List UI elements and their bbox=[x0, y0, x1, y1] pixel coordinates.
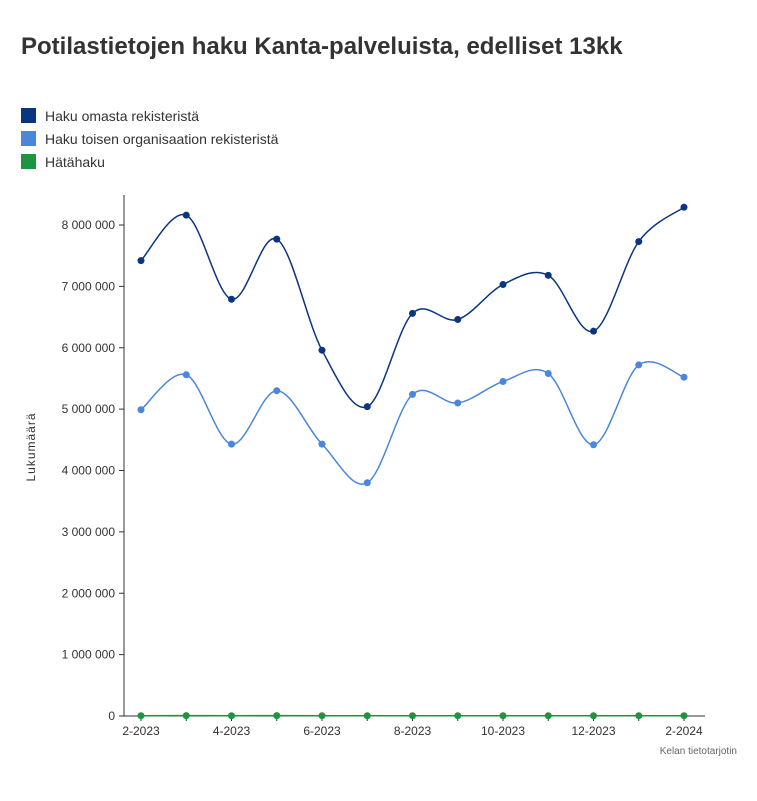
source-credit: Kelan tietotarjotin bbox=[659, 746, 737, 757]
data-point bbox=[409, 390, 416, 398]
data-point bbox=[590, 327, 597, 335]
data-point bbox=[409, 712, 416, 720]
legend-swatch bbox=[21, 131, 36, 146]
legend-swatch bbox=[21, 108, 36, 123]
data-point bbox=[363, 479, 371, 487]
data-point bbox=[544, 271, 552, 279]
data-point bbox=[228, 295, 235, 303]
x-tick-label: 6-2023 bbox=[303, 724, 341, 738]
data-point bbox=[499, 378, 507, 386]
data-point bbox=[544, 370, 552, 378]
data-point bbox=[454, 399, 462, 407]
data-point bbox=[363, 712, 371, 720]
y-axis-label: Lukumäärä bbox=[24, 412, 38, 481]
data-point bbox=[273, 235, 281, 243]
legend-label: Haku toisen organisaation rekisteristä bbox=[45, 130, 279, 147]
legend: Haku omasta rekisteristä Haku toisen orga… bbox=[21, 104, 278, 173]
y-tick-label: 3 000 000 bbox=[62, 525, 116, 539]
data-point bbox=[454, 316, 462, 324]
legend-item[interactable]: Haku omasta rekisteristä bbox=[21, 104, 278, 127]
data-point bbox=[318, 346, 326, 354]
y-tick-label: 1 000 000 bbox=[62, 648, 116, 662]
x-tick-label: 12-2023 bbox=[571, 724, 615, 738]
data-point bbox=[228, 712, 235, 720]
data-point bbox=[454, 712, 462, 720]
legend-label: Hätähaku bbox=[45, 153, 105, 170]
data-point bbox=[273, 712, 281, 720]
data-point bbox=[137, 406, 145, 414]
data-point bbox=[228, 440, 235, 448]
data-point bbox=[363, 403, 371, 411]
data-point bbox=[137, 712, 145, 720]
data-point bbox=[499, 712, 507, 720]
data-point bbox=[318, 440, 326, 448]
data-point bbox=[635, 712, 643, 720]
data-point bbox=[680, 373, 688, 381]
data-point bbox=[182, 211, 190, 219]
data-point bbox=[499, 281, 507, 289]
data-point bbox=[318, 712, 326, 720]
data-point bbox=[590, 441, 597, 449]
y-tick-label: 4 000 000 bbox=[62, 464, 116, 478]
legend-item[interactable]: Hätähaku bbox=[21, 150, 278, 173]
data-point bbox=[544, 712, 552, 720]
y-tick-label: 2 000 000 bbox=[62, 586, 116, 600]
data-point bbox=[590, 712, 597, 720]
chart-title: Potilastietojen haku Kanta-palveluista, … bbox=[21, 33, 623, 60]
data-point bbox=[680, 203, 688, 211]
y-tick-label: 7 000 000 bbox=[62, 279, 116, 293]
y-tick-label: 6 000 000 bbox=[62, 341, 116, 355]
x-tick-label: 2-2023 bbox=[122, 724, 160, 738]
y-tick-label: 5 000 000 bbox=[62, 402, 116, 416]
data-point bbox=[182, 371, 190, 379]
series-line bbox=[140, 206, 685, 409]
data-point bbox=[137, 257, 145, 265]
legend-swatch bbox=[21, 154, 36, 169]
series-line bbox=[140, 361, 685, 485]
data-point bbox=[182, 712, 190, 720]
data-point bbox=[635, 238, 643, 246]
data-point bbox=[680, 712, 688, 720]
y-tick-label: 0 bbox=[108, 709, 115, 723]
data-point bbox=[635, 361, 643, 369]
data-point bbox=[273, 387, 281, 395]
x-tick-label: 10-2023 bbox=[481, 724, 525, 738]
x-tick-label: 8-2023 bbox=[394, 724, 432, 738]
y-tick-label: 8 000 000 bbox=[62, 218, 116, 232]
legend-label: Haku omasta rekisteristä bbox=[45, 107, 200, 124]
legend-item[interactable]: Haku toisen organisaation rekisteristä bbox=[21, 127, 278, 150]
x-tick-label: 2-2024 bbox=[665, 724, 703, 738]
x-tick-label: 4-2023 bbox=[213, 724, 251, 738]
data-point bbox=[409, 309, 416, 317]
